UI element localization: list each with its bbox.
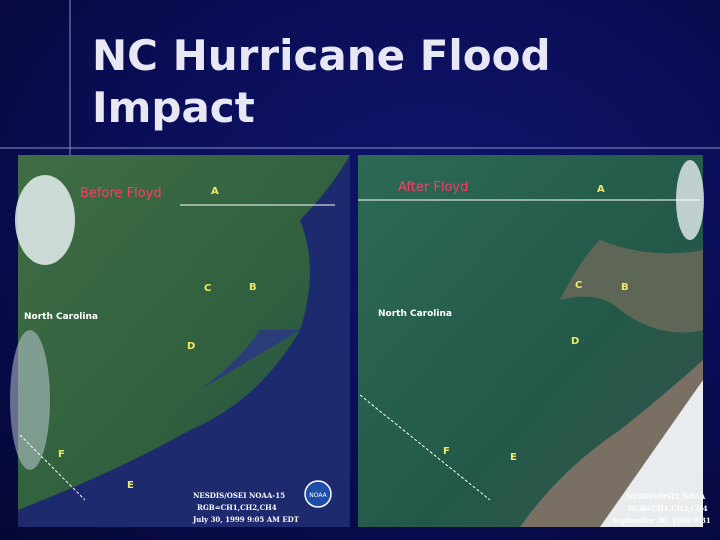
label: A bbox=[211, 186, 219, 197]
label: North Carolina bbox=[24, 312, 98, 322]
logo: NOAA bbox=[309, 492, 327, 499]
label: E bbox=[510, 452, 517, 463]
label: D bbox=[571, 336, 580, 347]
label: C bbox=[204, 283, 212, 294]
label: B bbox=[249, 282, 257, 293]
credit: September 30, 1999 9:31 bbox=[612, 516, 711, 525]
credit: NESDIS/OSEI NOAA bbox=[626, 492, 706, 501]
caption: After Floyd bbox=[398, 180, 469, 195]
label: E bbox=[127, 480, 134, 491]
credit: RGB=CH1,CH2,CH4 bbox=[197, 503, 277, 512]
label: North Carolina bbox=[378, 309, 452, 319]
label: C bbox=[575, 280, 583, 291]
label: B bbox=[621, 282, 629, 293]
credit: NESDIS/OSEI NOAA-15 bbox=[193, 491, 285, 500]
caption: Before Floyd bbox=[80, 186, 162, 201]
label: F bbox=[443, 446, 450, 457]
label: A bbox=[597, 184, 605, 195]
title: NC Hurricane Flood Impact bbox=[92, 31, 551, 132]
label: D bbox=[187, 341, 196, 352]
credit: RGB=CH1,CH2,CH4 bbox=[628, 504, 708, 513]
credit: July 30, 1999 9:05 AM EDT bbox=[193, 515, 299, 524]
label: F bbox=[58, 449, 65, 460]
